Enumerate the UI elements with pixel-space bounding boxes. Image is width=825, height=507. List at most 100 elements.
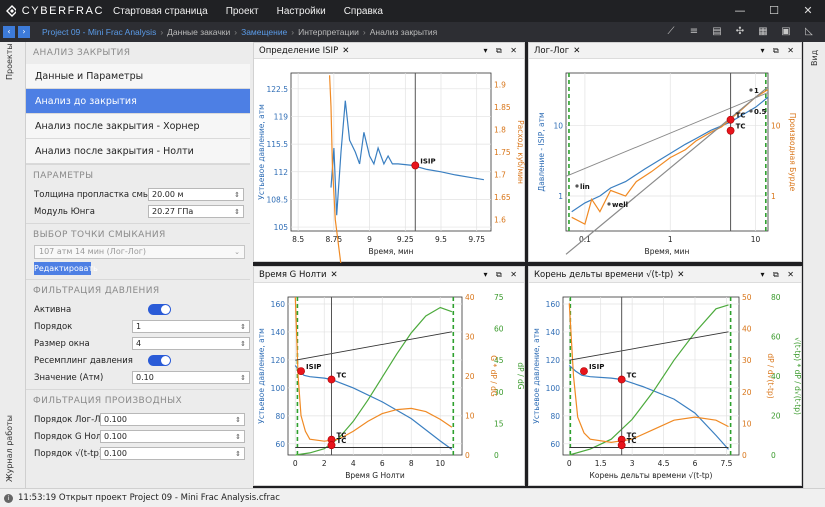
fracture-icon[interactable]: ✣ <box>735 26 745 37</box>
y2-tick-label: 1 <box>771 192 776 201</box>
y2-axis-label: dP / d√(t-tp) <box>766 353 775 398</box>
isip-chart[interactable]: 8.5 8.75 9 9.25 9.5 9.75 105 108.5 112 115.5 119 12… <box>254 59 526 263</box>
marker-label: TC <box>627 437 637 445</box>
menu-settings[interactable]: Настройки <box>276 5 326 17</box>
nav-after-closure-nolte[interactable]: Анализ после закрытия - Нолти <box>26 139 250 164</box>
maximize-button[interactable]: ☐ <box>769 4 779 17</box>
gtime-chart[interactable]: 0 2 4 6 8 10 60 80 100 120 140 160 0 10 20 30 40 0 15 30 45 6… <box>254 283 526 487</box>
y-tick-label: 140 <box>271 328 286 337</box>
close-icon[interactable]: ✕ <box>677 270 685 280</box>
sqrt-chart[interactable]: 0 1.5 3 4.5 6 7.5 60 80 100 120 140 160 0 10 20 30 40 50 0… <box>529 283 803 487</box>
annotation-dot <box>749 109 753 113</box>
active-toggle[interactable] <box>148 304 171 315</box>
series-line <box>330 100 484 216</box>
loglog-chart[interactable]: 0.1 1 10 1 10 1 10 Время, мин Давление - ISIP, а… <box>529 59 803 263</box>
document-icon[interactable]: ▤ <box>712 26 722 37</box>
breadcrumb-interpretations[interactable]: Интерпретации <box>298 27 359 37</box>
marker-label: TC <box>337 437 347 445</box>
y-tick-label: 60 <box>550 440 560 449</box>
nav-after-closure-horner[interactable]: Анализ после закрытия - Хорнер <box>26 114 250 139</box>
journal-tab[interactable]: Журнал работы <box>5 414 14 482</box>
panel-controls[interactable]: ▾ ⧉ ✕ <box>760 270 797 279</box>
closure-point-select[interactable]: 107 атм 14 мин (Лог-Лог) ⌄ <box>34 245 245 259</box>
panel-controls[interactable]: ▾ ⧉ ✕ <box>760 46 797 55</box>
edit-button[interactable]: Редактировать <box>34 262 98 275</box>
spinner-icon[interactable]: ⇕ <box>240 323 246 331</box>
annotation-label: well <box>612 201 628 209</box>
y2-tick-label: 10 <box>742 419 752 428</box>
nav-data-params[interactable]: Данные и Параметры <box>26 64 250 89</box>
filter-order-row: Порядок 1 ⇕ <box>26 318 250 335</box>
database-icon[interactable]: ≡ <box>689 26 699 37</box>
breadcrumb-project[interactable]: Project 09 - Mini Frac Analysis <box>42 27 157 37</box>
spinner-icon[interactable]: ⇕ <box>234 208 240 216</box>
menu-project[interactable]: Проект <box>225 5 259 17</box>
deriv-label: Порядок √(t-tp) <box>34 448 100 459</box>
thickness-field[interactable]: 20.00 м ⇕ <box>148 188 244 201</box>
window-controls: — ☐ ✕ <box>723 0 825 22</box>
minimize-button[interactable]: — <box>734 4 746 17</box>
calculator-icon[interactable]: ▦ <box>758 26 768 37</box>
y3-tick-label: 75 <box>494 293 504 302</box>
resampling-row: Ресемплинг давления <box>26 352 250 369</box>
breadcrumb-replacement[interactable]: Замещение <box>241 27 288 37</box>
info-icon: i <box>4 493 13 503</box>
marker-point <box>726 115 735 124</box>
resampling-toggle[interactable] <box>148 355 171 366</box>
logo: CYBERFRAC <box>0 5 104 17</box>
close-icon[interactable]: ✕ <box>342 46 350 56</box>
close-icon[interactable]: ✕ <box>573 46 581 56</box>
order-field[interactable]: 1 ⇕ <box>132 320 250 333</box>
close-window-button[interactable]: ✕ <box>803 4 813 17</box>
y-tick-label: 80 <box>550 412 560 421</box>
y-tick-label: 160 <box>546 300 561 309</box>
nav-before-closure[interactable]: Анализ до закрытия <box>26 89 250 114</box>
y2-tick-label: 30 <box>465 333 475 342</box>
panel-sqrt: Корень дельты времени √(t-tp) ✕ ▾ ⧉ ✕ 0 1.5… <box>528 266 802 486</box>
menu-start-page[interactable]: Стартовая страница <box>113 5 208 17</box>
projects-tab[interactable]: Проекты <box>5 43 14 80</box>
spinner-icon[interactable]: ⇕ <box>235 433 241 441</box>
panel-gtime: Время G Нолти ✕ ▾ ⧉ ✕ 0 2 4 6 8 10 60 80 100 120 140… <box>253 266 525 486</box>
panel-title: Корень дельты времени √(t-tp) <box>534 270 674 280</box>
close-icon[interactable]: ✕ <box>330 270 338 280</box>
filter-window-row: Размер окна 4 ⇕ <box>26 335 250 352</box>
section-closure-point: ВЫБОР ТОЧКИ СМЫКАНИЯ <box>26 223 250 245</box>
marker-point <box>411 161 420 170</box>
annotation-dot <box>749 88 753 92</box>
view-tab[interactable]: Вид <box>810 49 819 66</box>
resampling-value-field[interactable]: 0.10 ⇕ <box>132 371 250 384</box>
breadcrumb-closure-analysis: Анализ закрытия <box>369 27 438 37</box>
breadcrumb-injection-data[interactable]: Данные закачки <box>167 27 231 37</box>
y2-tick-label: 0 <box>465 451 470 460</box>
young-modulus-field[interactable]: 20.27 ГПа ⇕ <box>148 205 244 218</box>
spinner-icon[interactable]: ⇕ <box>235 416 241 424</box>
spinner-icon[interactable]: ⇕ <box>240 340 246 348</box>
menu-help[interactable]: Справка <box>343 5 383 17</box>
deriv-gnolte-field[interactable]: 0.100 ⇕ <box>100 430 245 443</box>
x-tick-label: 1.5 <box>595 459 607 468</box>
x-tick-label: 3 <box>630 459 635 468</box>
window-field[interactable]: 4 ⇕ <box>132 337 250 350</box>
x-axis-label: Время G Нолти <box>345 471 405 480</box>
forward-arrow-icon[interactable]: › <box>18 26 30 38</box>
panel-title: Лог-Лог <box>534 46 570 56</box>
vertical-splitter[interactable] <box>250 42 253 488</box>
y2-axis-label: Производная Бурде <box>788 113 797 192</box>
right-dock-strip: Вид <box>803 42 825 488</box>
deriv-sqrt-field[interactable]: 0.100 ⇕ <box>100 447 245 460</box>
spinner-icon[interactable]: ⇕ <box>235 450 241 458</box>
spinner-icon[interactable]: ⇕ <box>234 191 240 199</box>
analysis-icon[interactable]: ◺ <box>805 26 813 37</box>
y3-axis-label: dP / dG <box>516 362 525 389</box>
panel-controls[interactable]: ▾ ⧉ ✕ <box>483 270 520 279</box>
thickness-value: 20.00 м <box>152 190 184 199</box>
panel-title-bar: Определение ISIP ✕ ▾ ⧉ ✕ <box>254 43 524 59</box>
report-icon[interactable]: ▣ <box>781 26 791 37</box>
panel-controls[interactable]: ▾ ⧉ ✕ <box>483 46 520 55</box>
spinner-icon[interactable]: ⇕ <box>240 374 246 382</box>
deriv-loglog-field[interactable]: 0.100 ⇕ <box>100 413 245 426</box>
chart-tool-icon[interactable]: ⟋ <box>667 26 675 37</box>
back-arrow-icon[interactable]: ‹ <box>3 26 15 38</box>
